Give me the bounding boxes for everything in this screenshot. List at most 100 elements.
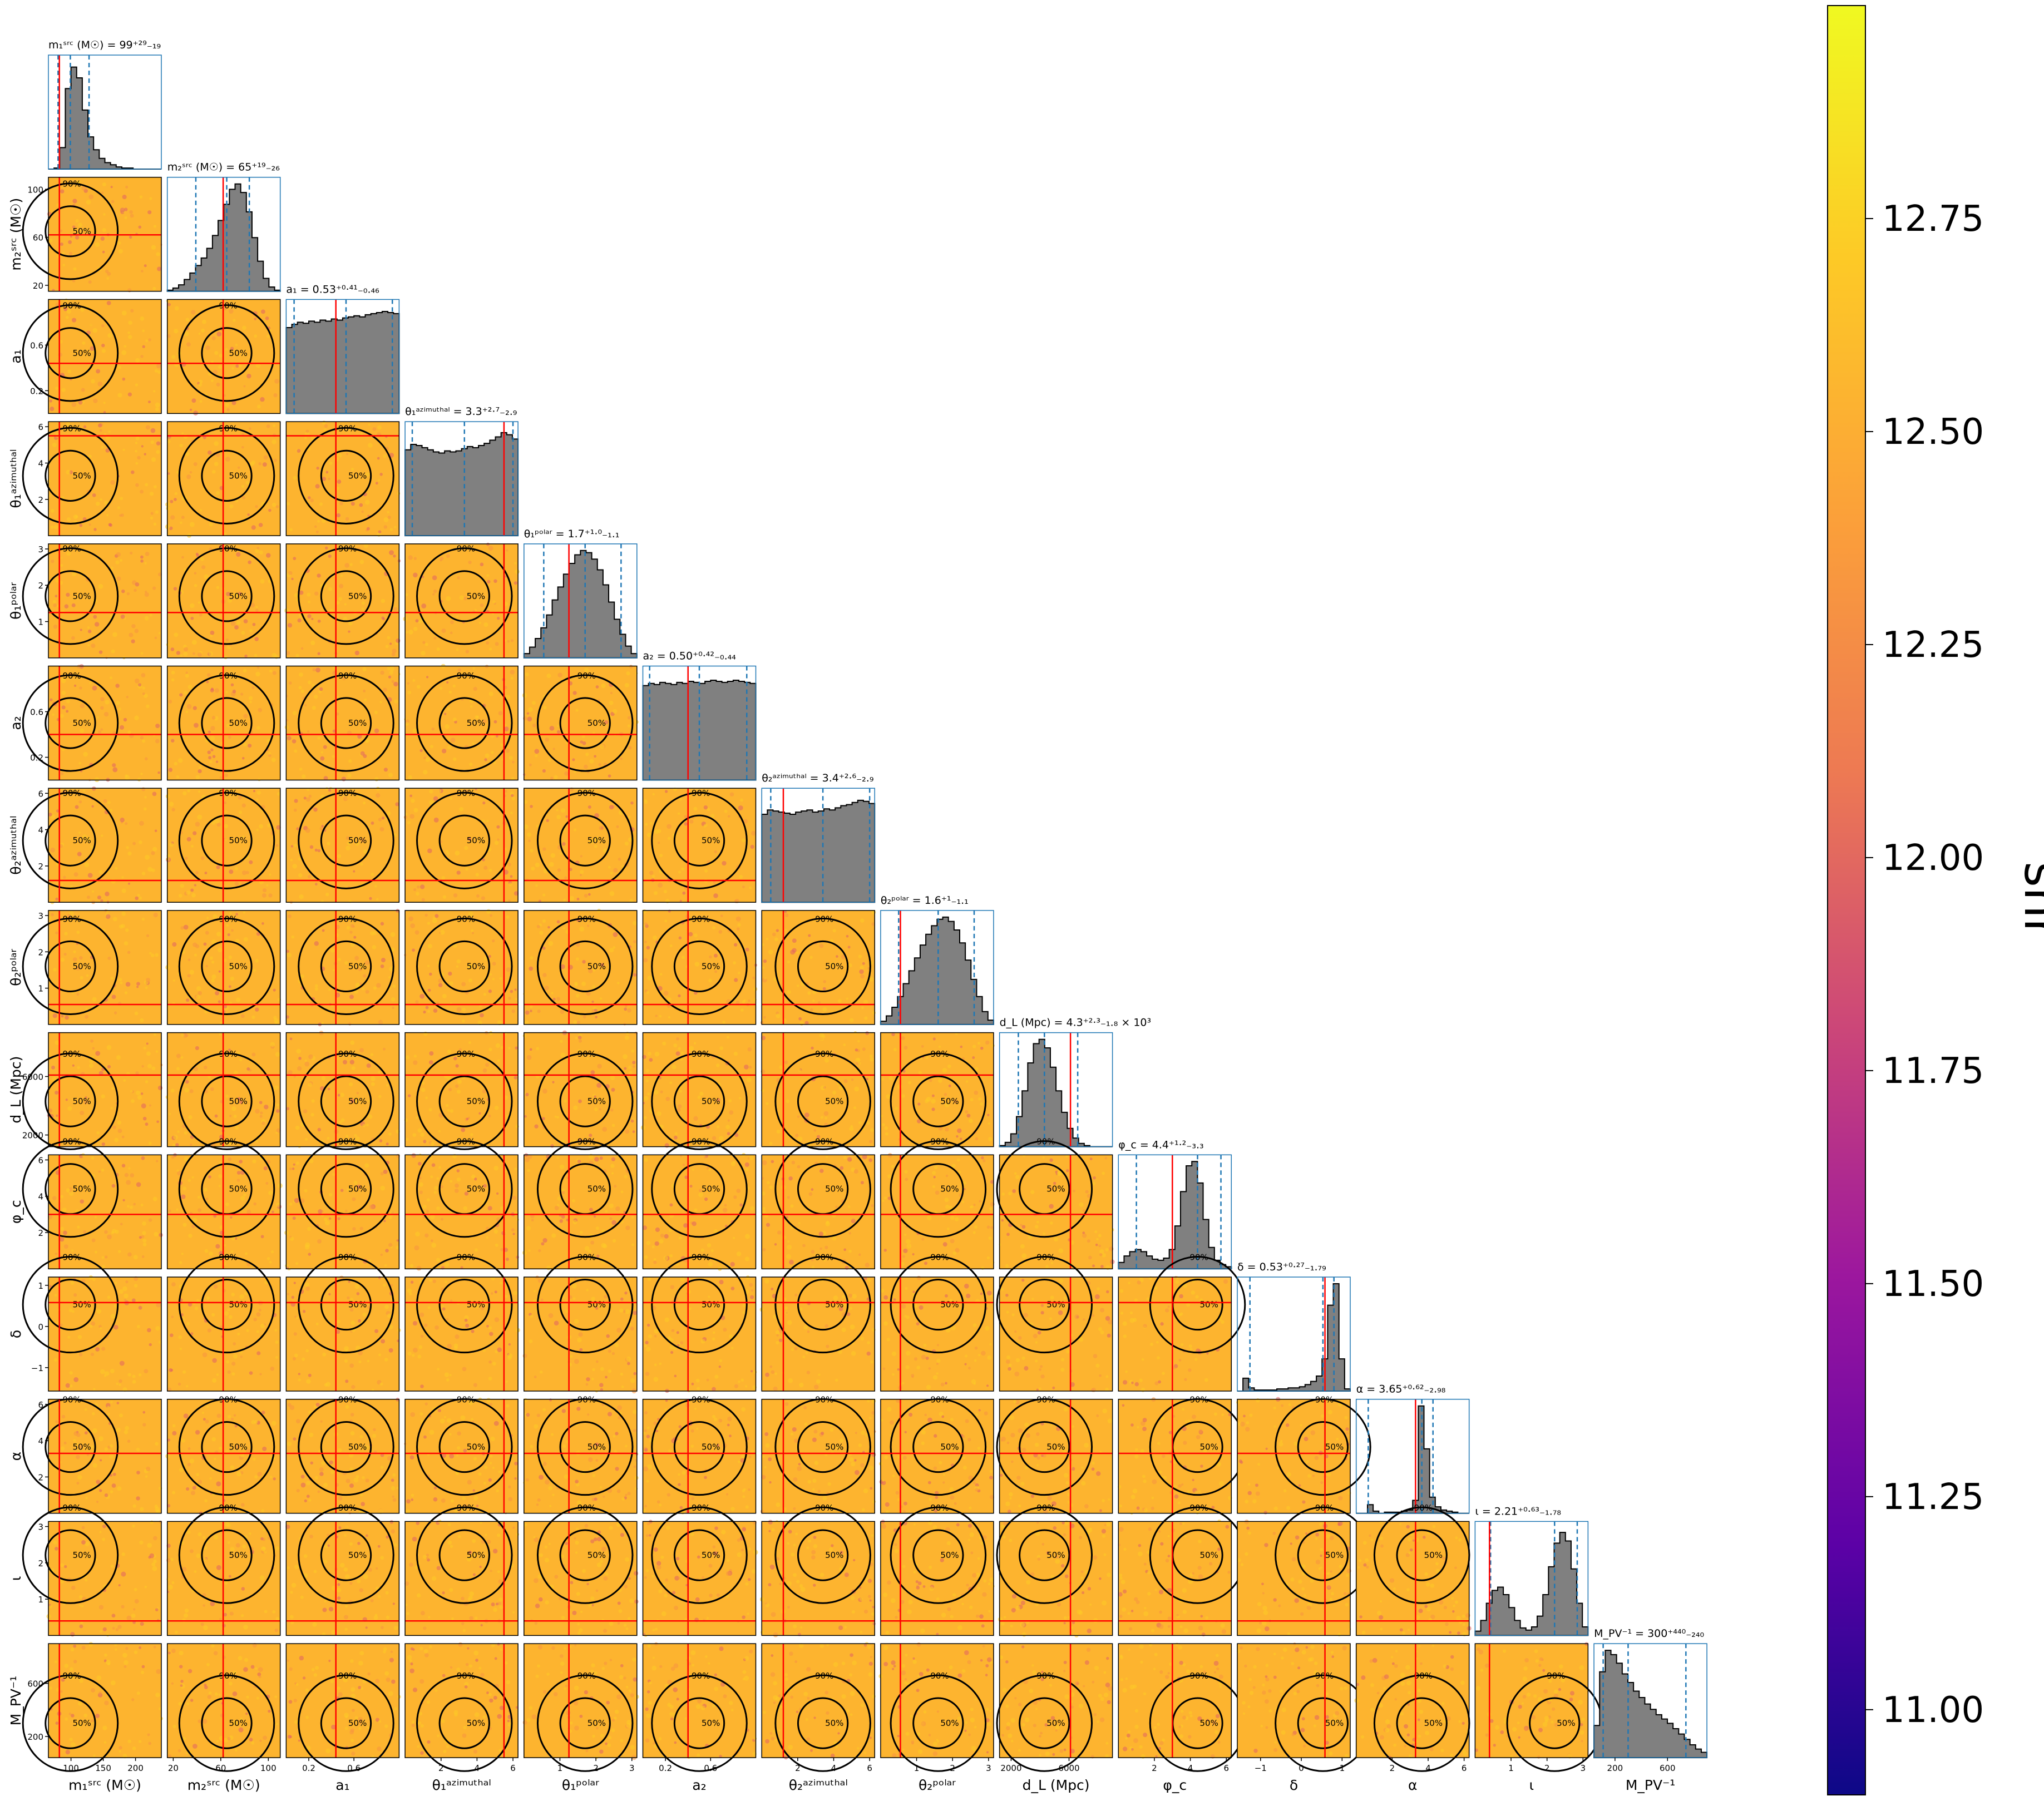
density-point <box>629 1071 633 1075</box>
density-point <box>128 335 132 339</box>
density-point <box>204 1499 208 1503</box>
density-point <box>141 917 145 921</box>
density-point <box>165 794 170 799</box>
density-fill <box>405 1277 519 1391</box>
contour-label-90: 90% <box>62 1137 81 1147</box>
density-point <box>644 1255 648 1259</box>
y-axis-label: δ <box>8 1330 24 1338</box>
density-point <box>295 1419 300 1424</box>
density-point <box>440 1418 445 1424</box>
density-point <box>470 705 473 708</box>
y-tick-label: 4 <box>38 459 43 469</box>
density-point <box>688 1307 692 1310</box>
density-point <box>225 1094 229 1098</box>
density-point <box>647 975 653 981</box>
density-point <box>1092 1264 1095 1268</box>
scatter-frame <box>285 788 400 903</box>
density-point <box>819 1036 824 1041</box>
density-point <box>594 1497 598 1501</box>
density-point <box>751 1370 753 1373</box>
density-point <box>733 1236 735 1239</box>
contour-label-90: 90% <box>219 423 238 433</box>
density-point <box>506 549 508 552</box>
density-point <box>119 558 123 562</box>
density-point <box>441 1453 446 1458</box>
density-point <box>114 1137 119 1142</box>
density-point <box>91 1238 96 1243</box>
density-point <box>613 868 618 873</box>
density-point <box>172 1424 176 1428</box>
density-point <box>1203 1304 1206 1307</box>
density-point <box>590 1240 595 1245</box>
density-point <box>497 1020 502 1026</box>
scatter-frame <box>166 1154 281 1270</box>
density-point <box>960 1137 962 1140</box>
density-point <box>92 1412 95 1416</box>
hist-title: θ₂ᵖᵒˡᵃʳ = 1.6⁺¹₋₁.₁ <box>881 894 969 907</box>
density-point <box>200 509 203 512</box>
density-point <box>192 942 198 947</box>
density-point <box>73 1431 78 1436</box>
contour-label-90: 90% <box>62 1394 81 1404</box>
density-point <box>228 735 231 739</box>
density-point <box>935 1190 940 1195</box>
density-point <box>124 941 129 946</box>
density-point <box>429 1051 434 1056</box>
density-point <box>111 1483 116 1488</box>
density-point <box>858 1253 861 1256</box>
density-point <box>552 1081 555 1083</box>
density-point <box>838 1350 842 1354</box>
density-point <box>1040 1374 1045 1379</box>
density-point <box>189 471 192 474</box>
density-point <box>692 1221 697 1226</box>
density-point <box>55 387 59 390</box>
density-point <box>816 1135 821 1139</box>
density-point <box>132 842 136 845</box>
contour-50 <box>438 1075 490 1127</box>
density-point <box>110 566 114 570</box>
density-point <box>407 820 411 825</box>
contour-label-90: 90% <box>577 788 596 798</box>
density-point <box>750 1206 755 1211</box>
density-point <box>229 1001 233 1005</box>
density-point <box>601 1243 606 1248</box>
density-point <box>1008 1363 1012 1367</box>
density-point <box>368 1259 372 1262</box>
density-point <box>854 1086 860 1092</box>
density-point <box>157 572 162 577</box>
density-point <box>986 1290 992 1296</box>
density-point <box>216 1481 221 1487</box>
density-point <box>792 938 797 943</box>
density-point <box>634 971 638 974</box>
density-point <box>335 924 340 929</box>
density-point <box>883 1196 887 1200</box>
density-point <box>901 1304 906 1309</box>
density-point <box>974 1346 978 1350</box>
density-point <box>187 1302 192 1307</box>
density-point <box>386 1142 389 1146</box>
density-point <box>416 685 421 689</box>
density-point <box>441 876 446 880</box>
density-point <box>232 689 236 694</box>
density-point <box>92 685 97 691</box>
density-point <box>216 932 221 937</box>
density-point <box>456 1090 461 1094</box>
density-point <box>239 1100 243 1104</box>
y-tick-label: 6 <box>38 1400 43 1410</box>
density-point <box>562 842 566 846</box>
density-point <box>388 976 391 979</box>
contour-50 <box>673 1278 725 1331</box>
density-point <box>111 200 115 204</box>
density-point <box>489 1332 493 1336</box>
scatter-frame <box>285 421 400 536</box>
density-point <box>317 573 321 578</box>
density-point <box>486 1398 491 1403</box>
density-point <box>182 791 187 796</box>
density-point <box>70 1384 73 1388</box>
density-point <box>496 1192 499 1195</box>
density-point <box>315 883 318 885</box>
density-point <box>231 1236 236 1241</box>
density-point <box>611 1352 615 1355</box>
density-point <box>274 1085 279 1090</box>
contour-label-90: 90% <box>457 1394 475 1404</box>
